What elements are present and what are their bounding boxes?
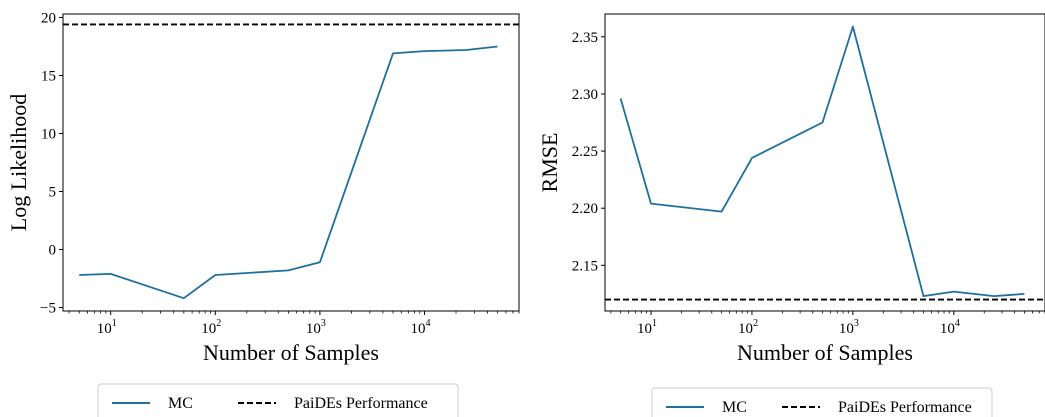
y-axis-label: RMSE — [537, 133, 562, 193]
series-line-mc — [619, 25, 1025, 298]
y-tick-label: 2.15 — [572, 258, 598, 274]
legend-label-paides: PaiDEs Performance — [838, 399, 972, 416]
plot-frame — [62, 13, 520, 312]
y-tick-label: 2.35 — [572, 30, 598, 46]
legend: MC PaiDEs Performance — [97, 383, 459, 417]
y-axis-label: Log Likelihood — [6, 94, 31, 231]
legend-label-mc: MC — [168, 395, 193, 412]
x-tick-label: 104 — [411, 318, 431, 337]
y-tick-label: 10 — [41, 126, 56, 142]
y-tick-label: −5 — [40, 301, 56, 317]
x-tick-label: 103 — [839, 318, 859, 337]
y-tick-label: 15 — [41, 68, 56, 84]
x-tick-label: 102 — [201, 318, 221, 337]
plot-frame — [604, 13, 1045, 312]
chart-panel-1: 101 102 103 104 −5 0 5 10 15 20 Number of Samples L… — [6, 10, 520, 417]
legend: MC PaiDEs Performance — [651, 387, 993, 417]
series-line-mc — [79, 45, 498, 300]
chart-panel-2: 101 102 103 104 2.15 2.20 2.25 2.30 2.35 Number o… — [537, 13, 1045, 417]
y-tick-label: 2.30 — [572, 87, 598, 103]
legend-label-paides: PaiDEs Performance — [294, 395, 428, 412]
y-tick-label: 20 — [41, 10, 56, 26]
x-axis-label: Number of Samples — [737, 340, 913, 365]
legend-box — [651, 387, 993, 417]
x-axis-label: Number of Samples — [203, 340, 379, 365]
y-tick-label: 0 — [49, 243, 57, 259]
x-tick-label: 101 — [97, 318, 117, 337]
x-tick-label: 104 — [940, 318, 960, 337]
x-tick-label: 102 — [738, 318, 758, 337]
legend-label-mc: MC — [722, 399, 747, 416]
y-tick-label: 5 — [49, 185, 57, 201]
x-tick-label: 101 — [637, 318, 657, 337]
y-tick-label: 2.20 — [572, 201, 598, 217]
x-tick-label: 103 — [306, 318, 326, 337]
y-tick-label: 2.25 — [572, 144, 598, 160]
legend-box — [97, 383, 459, 417]
